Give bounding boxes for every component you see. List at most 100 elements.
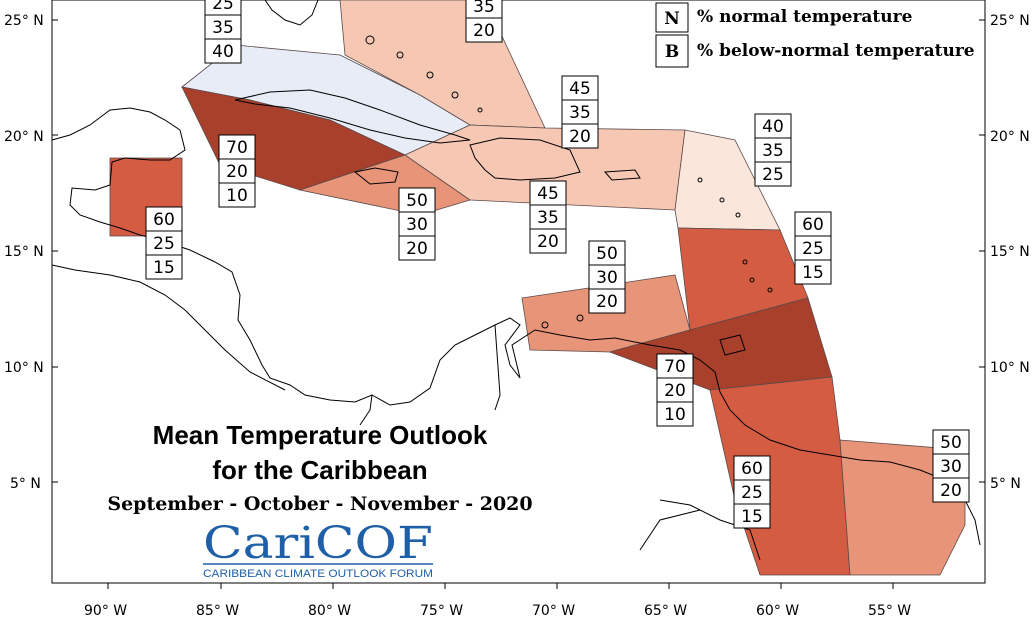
lon-label: 60° W [756,603,799,619]
prob-value: 20 [664,381,686,401]
coast-florida [264,0,319,26]
prob-box-jamaica: 50 30 20 [398,187,436,261]
prob-box-belize: 60 25 15 [145,206,183,280]
island [767,287,773,293]
prob-value: 15 [802,263,824,283]
lat-label: 5° N [990,476,1021,492]
longitude-labels: 90° W 85° W 80° W 75° W 70° W 65° W 60° … [84,603,911,619]
lat-label: 15° N [990,244,1030,260]
lat-label: 10° N [4,360,44,376]
lon-label: 80° W [308,603,351,619]
latitude-labels: 25° N 20° N 15° N 10° N 5° N 25° N 20° N… [4,13,1030,492]
island [426,71,434,79]
prob-value: 20 [596,292,618,312]
lon-label: 75° W [420,603,463,619]
prob-value: 60 [153,210,175,230]
legend: N % normal temperature B % below-normal … [655,2,975,68]
lat-label: 10° N [990,360,1030,376]
prob-value: 20 [226,162,248,182]
island [742,259,748,265]
prob-value: 10 [226,186,248,206]
prob-value: 10 [664,405,686,425]
prob-value: 25 [802,239,824,259]
prob-box-hispaniola: 45 35 20 [561,75,599,149]
legend-letter: B [665,42,679,62]
prob-value: 15 [741,507,763,527]
island [735,212,741,218]
lat-label: 5° N [10,476,41,492]
lat-label: 25° N [4,13,44,29]
prob-value: 15 [153,258,175,278]
prob-value: 30 [940,457,962,477]
prob-value: 40 [212,42,234,62]
lat-label: 15° N [4,244,44,260]
prob-value: 50 [406,191,428,211]
prob-box-abc: 50 30 20 [588,240,626,314]
lon-label: 65° W [644,603,687,619]
lon-label: 85° W [196,603,239,619]
prob-value: 35 [569,103,591,123]
lon-label: 90° W [84,603,127,619]
prob-value: 30 [406,215,428,235]
lat-label: 20° N [990,129,1030,145]
prob-value: 45 [537,184,559,204]
prob-box-cuba-south: 70 20 10 [218,134,256,208]
prob-value: 25 [153,234,175,254]
prob-box-trinidad: 70 20 10 [656,353,694,427]
prob-value: 70 [664,357,686,377]
island [365,35,375,45]
island [451,91,459,99]
coast-mexico-central-america [51,107,373,426]
coast-cuba [234,89,471,144]
map-title-line2: for the Caribbean [212,455,427,485]
tick-marks [52,19,985,589]
prob-box-windward: 60 25 15 [794,211,832,285]
map-frame [51,0,986,584]
legend-letter: N [664,9,680,29]
coast-amazon [639,499,761,561]
prob-box-suriname: 50 30 20 [932,429,970,503]
prob-value: 35 [537,208,559,228]
prob-value: 60 [802,215,824,235]
logo-tagline: CARIBBEAN CLIMATE OUTLOOK FORUM [203,568,433,580]
coast-puerto-rico [603,169,641,181]
legend-swatch-b [655,34,689,68]
prob-box-leeward: 40 35 25 [754,113,792,187]
lon-label: 70° W [532,603,575,619]
island [576,314,584,322]
prob-value: 20 [473,21,495,41]
map-title-line1: Mean Temperature Outlook [153,420,488,450]
prob-value: 30 [596,268,618,288]
prob-value: 50 [940,433,962,453]
prob-value: 70 [226,138,248,158]
prob-value: 50 [596,244,618,264]
forecast-regions [109,0,966,576]
island [396,51,404,59]
legend-swatch-n [655,2,689,33]
prob-box-puerto-rico: 45 35 20 [529,180,567,254]
prob-value: 25 [212,0,234,14]
coast-colombia-venezuela [371,317,721,411]
prob-value: 60 [741,459,763,479]
prob-box-bahamas-west: 25 35 40 [204,0,242,64]
prob-value: 35 [212,18,234,38]
island [719,197,725,203]
lon-label: 55° W [868,603,911,619]
prob-value: 40 [762,117,784,137]
prob-value: 35 [473,0,495,17]
prob-value: 20 [940,481,962,501]
island [477,107,483,113]
probability-labels: 25 35 40 35 20 70 20 10 60 25 15 50 30 2… [145,0,970,529]
prob-value: 35 [762,141,784,161]
coast-hispaniola [469,137,581,181]
map-subtitle: September - October - November - 2020 [107,493,532,515]
coastlines [51,0,981,561]
legend-text: % below-normal temperature [697,41,975,61]
prob-value: 45 [569,79,591,99]
prob-value: 20 [569,127,591,147]
island-dots [365,35,773,329]
prob-value: 20 [406,239,428,259]
legend-text: % normal temperature [697,7,913,27]
coast-trinidad [719,334,746,356]
